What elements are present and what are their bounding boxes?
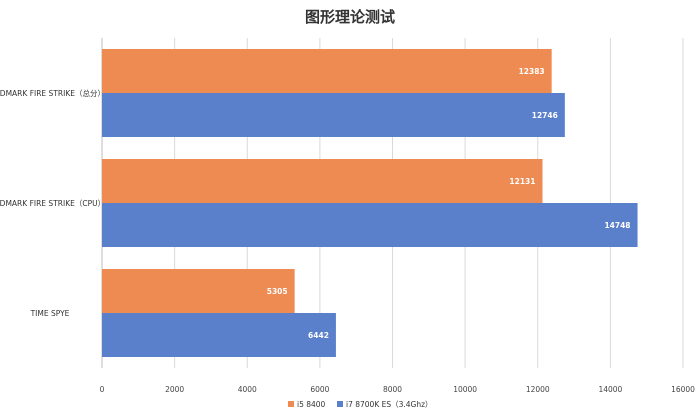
tick-label-0: 0 <box>100 385 105 394</box>
data-label-0-1: 12746 <box>532 111 558 120</box>
tick-label-6000: 6000 <box>310 385 329 394</box>
legend-swatch-0 <box>288 401 294 407</box>
data-label-0-0: 12383 <box>519 67 545 76</box>
bar-1-1 <box>102 203 638 247</box>
tick-label-10000: 10000 <box>453 385 477 394</box>
tick-label-4000: 4000 <box>238 385 257 394</box>
tick-label-16000: 16000 <box>671 385 695 394</box>
category-label-1: 3DMARK FIRE STRIKE（CPU） <box>0 199 105 208</box>
data-label-2-0: 5305 <box>267 287 288 296</box>
tick-label-12000: 12000 <box>526 385 550 394</box>
data-label-1-0: 12131 <box>509 177 535 186</box>
category-labels: 3DMARK FIRE STRIKE（总分） 3DMARK FIRE STRIKE… <box>0 88 105 318</box>
chart-title: 图形理论测试 <box>305 8 395 26</box>
bar-2-0 <box>102 269 295 313</box>
category-label-0: 3DMARK FIRE STRIKE（总分） <box>0 88 105 98</box>
data-label-1-1: 14748 <box>604 221 630 230</box>
legend: i5 8400 i7 8700K ES（3.4Ghz） <box>288 400 433 409</box>
data-label-2-1: 6442 <box>308 331 329 340</box>
bar-0-0 <box>102 49 552 93</box>
legend-swatch-1 <box>337 401 343 407</box>
tick-label-8000: 8000 <box>383 385 402 394</box>
bar-1-0 <box>102 159 543 203</box>
x-axis-tick-labels: 0 2000 4000 6000 8000 10000 12000 14000 16000 <box>100 385 696 394</box>
tick-label-2000: 2000 <box>165 385 184 394</box>
bar-0-1 <box>102 93 565 137</box>
bars: 12383 12746 12131 14748 5305 6442 <box>102 49 638 357</box>
tick-label-14000: 14000 <box>598 385 622 394</box>
legend-label-1: i7 8700K ES（3.4Ghz） <box>346 400 433 409</box>
category-label-2: TIME SPYE <box>30 309 70 318</box>
legend-label-0: i5 8400 <box>297 400 326 409</box>
bar-2-1 <box>102 313 336 357</box>
